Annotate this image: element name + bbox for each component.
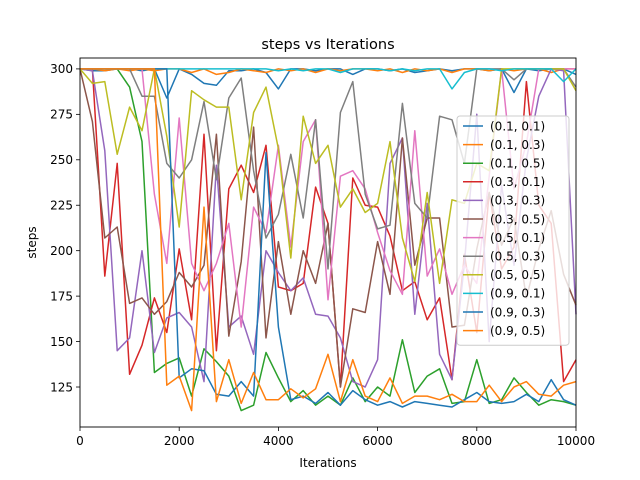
x-axis-title: Iterations <box>299 456 356 470</box>
legend-label: (0.5, 0.5) <box>490 268 545 282</box>
legend-label: (0.1, 0.3) <box>490 138 545 152</box>
y-tick-label: 150 <box>50 335 73 349</box>
x-tick-label: 8000 <box>462 434 493 448</box>
series-line-11 <box>80 68 577 408</box>
legend-label: (0.5, 0.3) <box>490 250 545 264</box>
legend-label: (0.3, 0.3) <box>490 194 545 208</box>
series-line-12 <box>80 68 577 412</box>
x-tick-label: 0 <box>76 434 84 448</box>
y-axis-title: steps <box>25 226 39 258</box>
y-tick-label: 125 <box>50 380 73 394</box>
x-tick-label: 6000 <box>362 434 393 448</box>
x-axis: 0 2000 4000 6000 8000 10000 <box>76 427 595 448</box>
legend-label: (0.1, 0.1) <box>490 119 545 133</box>
y-tick-label: 275 <box>50 108 73 122</box>
legend-label: (0.3, 0.1) <box>490 175 545 189</box>
y-tick-label: 300 <box>50 62 73 76</box>
y-tick-label: 225 <box>50 199 73 213</box>
legend-label: (0.5, 0.1) <box>490 231 545 245</box>
y-tick-label: 175 <box>50 289 73 303</box>
legend-label: (0.9, 0.1) <box>490 287 545 301</box>
chart-title: steps vs Iterations <box>261 37 394 53</box>
y-tick-label: 250 <box>50 153 73 167</box>
y-axis: 125 150 175 200 225 250 275 300 <box>50 62 80 394</box>
legend-label: (0.9, 0.5) <box>490 324 545 338</box>
x-tick-label: 2000 <box>164 434 195 448</box>
legend-label: (0.1, 0.5) <box>490 157 545 171</box>
legend-box <box>456 115 570 346</box>
legend: (0.1, 0.1) (0.1, 0.3) (0.1, 0.5) (0.3, 0.1)… <box>456 115 570 346</box>
plot-frame <box>79 57 577 428</box>
legend-label: (0.3, 0.5) <box>490 212 545 226</box>
legend-label: (0.9, 0.3) <box>490 305 545 319</box>
series-layer <box>79 68 577 412</box>
x-tick-label: 4000 <box>263 434 294 448</box>
y-tick-label: 200 <box>50 244 73 258</box>
x-tick-label: 10000 <box>557 434 595 448</box>
